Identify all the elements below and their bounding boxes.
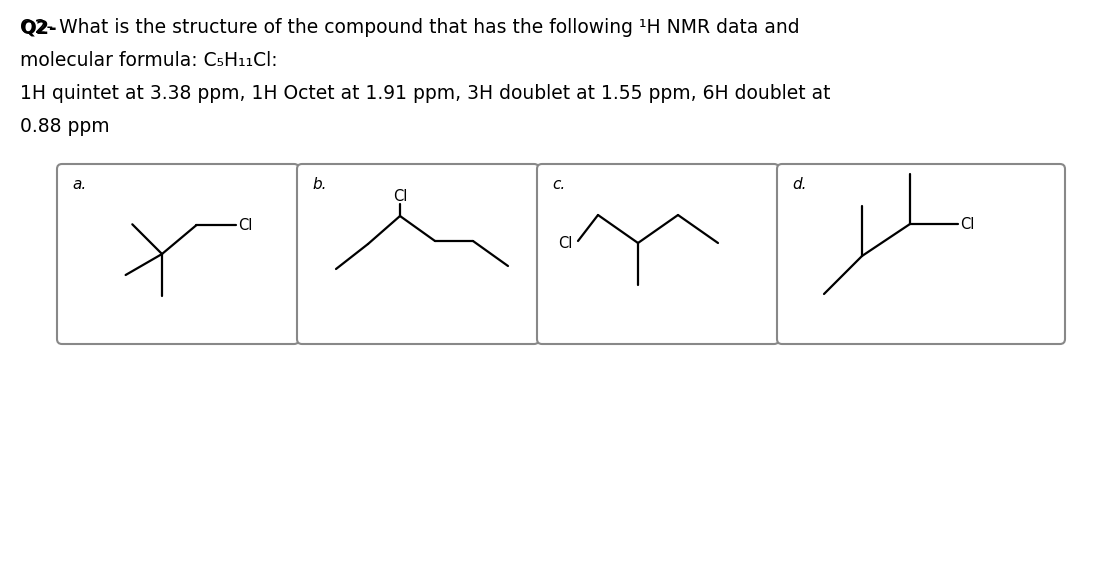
- Text: Cl: Cl: [239, 218, 253, 233]
- Text: Q2-: Q2-: [20, 18, 57, 37]
- Text: molecular formula: C₅H₁₁Cl:: molecular formula: C₅H₁₁Cl:: [20, 51, 278, 70]
- Text: b.: b.: [312, 177, 326, 192]
- Text: Cl: Cl: [393, 188, 407, 204]
- Text: 0.88 ppm: 0.88 ppm: [20, 117, 110, 136]
- Text: Q2- What is the structure of the compound that has the following ¹H NMR data and: Q2- What is the structure of the compoun…: [20, 18, 799, 37]
- Text: c.: c.: [552, 177, 565, 192]
- FancyBboxPatch shape: [777, 164, 1064, 344]
- Text: d.: d.: [793, 177, 807, 192]
- FancyBboxPatch shape: [537, 164, 779, 344]
- Text: a.: a.: [72, 177, 87, 192]
- Text: Cl: Cl: [960, 217, 975, 232]
- FancyBboxPatch shape: [297, 164, 539, 344]
- FancyBboxPatch shape: [57, 164, 299, 344]
- Text: 1H quintet at 3.38 ppm, 1H Octet at 1.91 ppm, 3H doublet at 1.55 ppm, 6H doublet: 1H quintet at 3.38 ppm, 1H Octet at 1.91…: [20, 84, 830, 103]
- Text: Cl: Cl: [558, 236, 573, 251]
